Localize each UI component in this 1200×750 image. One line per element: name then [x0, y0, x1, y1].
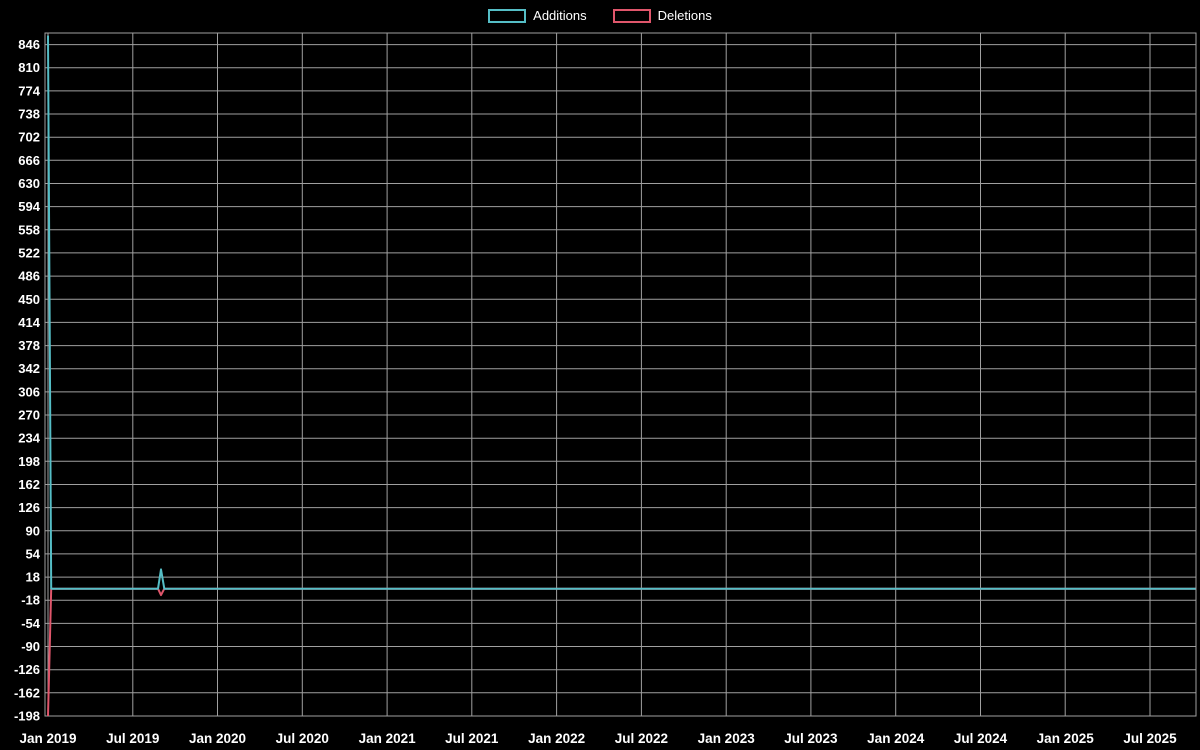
plot-border: [44, 32, 1197, 717]
x-tick-label: Jul 2021: [445, 731, 499, 746]
legend-item-additions[interactable]: Additions: [488, 8, 587, 24]
y-tick-label: 306: [18, 384, 40, 399]
y-tick-label: 90: [26, 523, 40, 538]
deletions-color-swatch: [612, 9, 651, 23]
y-tick-label: -54: [21, 616, 41, 631]
legend-item-deletions[interactable]: Deletions: [612, 8, 712, 24]
y-tick-label: 558: [18, 222, 40, 237]
y-tick-label: 270: [18, 408, 40, 423]
y-tick-label: 414: [18, 315, 40, 330]
y-tick-label: 702: [18, 130, 40, 145]
x-tick-label: Jan 2021: [359, 731, 417, 746]
x-tick-label: Jan 2023: [698, 731, 756, 746]
y-tick-label: 342: [18, 361, 40, 376]
x-tick-label: Jul 2022: [615, 731, 668, 746]
y-tick-label: 450: [18, 292, 40, 307]
x-axis-labels: Jan 2019 Jul 2019 Jan 2020 Jul 2020 Jan 2021…: [19, 731, 1177, 746]
x-tick-label: Jul 2024: [954, 731, 1008, 746]
y-tick-label: 18: [26, 570, 40, 585]
additions-color-swatch: [488, 9, 527, 23]
y-tick-label: 774: [18, 83, 40, 98]
y-tick-label: -90: [21, 639, 40, 654]
y-axis-labels: 846 810 774 738 702 666 630 594 558 522 486 450 414 3…: [14, 37, 41, 723]
y-tick-label: 846: [18, 37, 40, 52]
y-tick-label: 810: [18, 60, 40, 75]
y-tick-label: -18: [21, 593, 40, 608]
deletions-legend-label: Deletions: [657, 8, 712, 23]
gridlines: [45, 33, 1196, 717]
y-tick-label: 486: [18, 269, 40, 284]
x-tick-label: Jul 2023: [784, 731, 838, 746]
y-tick-label: 738: [18, 107, 40, 122]
x-tick-label: Jan 2024: [867, 731, 925, 746]
y-tick-label: -198: [14, 709, 40, 724]
y-tick-label: -162: [14, 685, 40, 700]
x-tick-label: Jan 2022: [528, 731, 585, 746]
y-tick-label: 54: [26, 546, 41, 561]
y-tick-label: 162: [18, 477, 40, 492]
x-tick-label: Jan 2025: [1037, 731, 1095, 746]
y-tick-label: 378: [18, 338, 40, 353]
y-tick-label: 126: [18, 500, 40, 515]
x-tick-label: Jan 2020: [189, 731, 246, 746]
x-tick-label: Jul 2019: [106, 731, 159, 746]
y-tick-label: 666: [18, 153, 40, 168]
y-tick-label: 630: [18, 176, 40, 191]
y-tick-label: 594: [18, 199, 40, 214]
series-line-additions: [47, 35, 1196, 590]
additions-legend-label: Additions: [533, 8, 587, 23]
y-tick-label: 234: [18, 431, 40, 446]
x-tick-label: Jul 2020: [276, 731, 329, 746]
chart-legend: Additions Deletions: [0, 8, 1200, 24]
y-tick-label: 198: [18, 454, 40, 469]
x-tick-label: Jan 2019: [19, 731, 76, 746]
series-line-deletions: [47, 587, 1196, 717]
y-tick-label: 522: [18, 245, 40, 260]
x-tick-label: Jul 2025: [1123, 731, 1177, 746]
y-tick-label: -126: [14, 662, 40, 677]
